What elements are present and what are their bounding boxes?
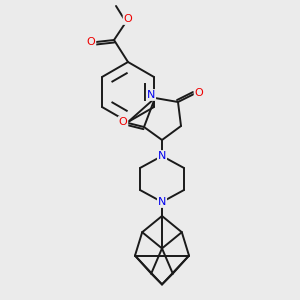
Text: O: O <box>118 117 127 127</box>
Text: O: O <box>87 37 95 47</box>
Text: O: O <box>124 14 132 24</box>
Text: N: N <box>147 90 155 100</box>
Text: O: O <box>195 88 203 98</box>
Text: N: N <box>158 197 166 207</box>
Text: N: N <box>158 151 166 161</box>
